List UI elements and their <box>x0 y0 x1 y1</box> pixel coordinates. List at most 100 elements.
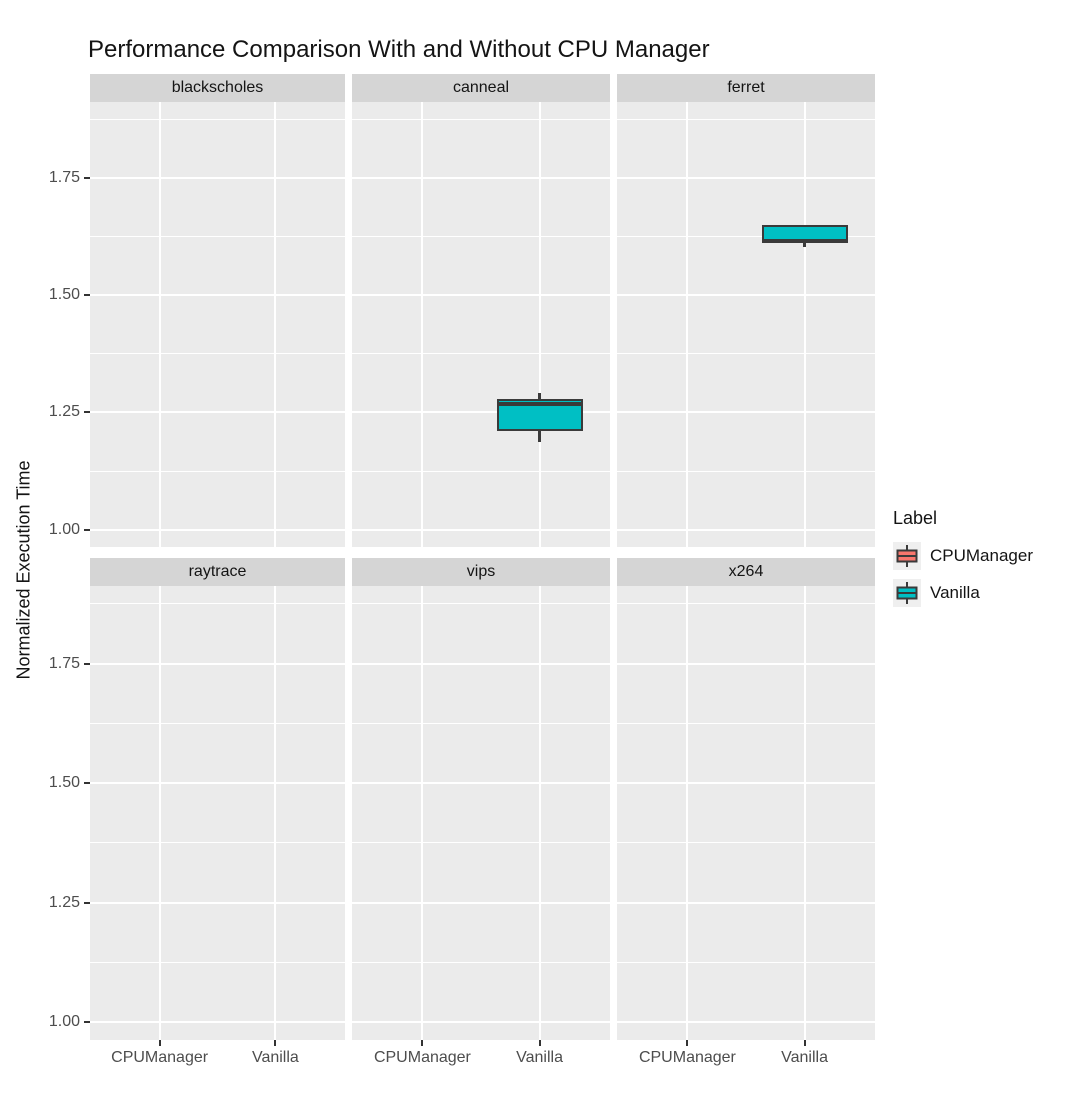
x-tick <box>803 1040 806 1046</box>
gridline-x-major <box>158 102 161 547</box>
gridline-minor <box>617 470 875 472</box>
gridline-minor <box>352 353 610 355</box>
legend-item-label: CPUManager <box>930 546 1033 565</box>
gridline-major <box>352 901 610 904</box>
facet-strip: ferret <box>617 74 875 102</box>
facet-strip: canneal <box>352 74 610 102</box>
facet-strip: raytrace <box>90 558 345 586</box>
y-tick <box>84 294 90 297</box>
gridline-minor <box>90 961 345 963</box>
facet-strip: blackscholes <box>90 74 345 102</box>
gridline-minor <box>352 236 610 238</box>
facet-strip-label: x264 <box>728 563 764 580</box>
gridline-major <box>617 294 875 297</box>
gridline-minor <box>90 236 345 238</box>
y-tick <box>84 176 90 179</box>
y-tick <box>84 782 90 785</box>
gridline-minor <box>90 353 345 355</box>
legend-item-label: Vanilla <box>930 583 980 602</box>
x-tick <box>158 1040 161 1046</box>
facet-panel <box>352 586 610 1040</box>
facet-panel <box>617 586 875 1040</box>
chart-title: Performance Comparison With and Without … <box>88 36 710 63</box>
x-tick-label: CPUManager <box>373 1049 471 1066</box>
x-tick <box>274 1040 277 1046</box>
y-tick <box>84 901 90 904</box>
facet-strip: x264 <box>617 558 875 586</box>
gridline-major <box>617 782 875 785</box>
facet-strip-label: raytrace <box>188 563 247 580</box>
gridline-major <box>90 901 345 904</box>
legend-item: Vanilla <box>893 578 1033 608</box>
gridline-major <box>90 411 345 414</box>
y-tick-label: 1.50 <box>48 774 80 792</box>
gridline-major <box>90 662 345 665</box>
gridline-minor <box>90 842 345 844</box>
facet-strip: vips <box>352 558 610 586</box>
facet-strip-label: vips <box>466 563 496 580</box>
gridline-major <box>617 411 875 414</box>
gridline-x-major <box>158 586 161 1040</box>
gridline-major <box>617 662 875 665</box>
legend-items: CPUManager Vanilla <box>893 541 1033 608</box>
facet-strip-label: canneal <box>452 79 510 96</box>
box-median-line <box>761 238 848 244</box>
gridline-minor <box>352 118 610 120</box>
x-tick <box>686 1040 689 1046</box>
gridline-major <box>617 528 875 531</box>
gridline-major <box>617 176 875 179</box>
x-tick-label: CPUManager <box>638 1049 736 1066</box>
y-tick <box>84 411 90 414</box>
gridline-major <box>90 782 345 785</box>
y-tick-label: 1.75 <box>48 654 80 672</box>
gridline-minor <box>90 118 345 120</box>
legend-key-boxplot-icon <box>893 579 921 607</box>
legend-item: CPUManager <box>893 541 1033 571</box>
legend-title: Label <box>893 508 938 528</box>
gridline-minor <box>352 603 610 605</box>
gridline-minor <box>617 236 875 238</box>
gridline-x-major <box>421 586 424 1040</box>
gridline-x-major <box>538 586 541 1040</box>
x-tick <box>421 1040 424 1046</box>
gridline-minor <box>617 353 875 355</box>
gridline-minor <box>352 470 610 472</box>
gridline-minor <box>352 842 610 844</box>
gridline-x-major <box>686 102 689 547</box>
facet-panel <box>352 102 610 547</box>
gridline-x-major <box>803 102 806 547</box>
gridline-major <box>90 1021 345 1024</box>
gridline-minor <box>617 603 875 605</box>
y-tick <box>84 528 90 531</box>
gridline-major <box>90 176 345 179</box>
x-tick-label: Vanilla <box>516 1049 563 1066</box>
y-tick-label: 1.25 <box>48 893 80 911</box>
y-tick <box>84 662 90 665</box>
gridline-minor <box>617 961 875 963</box>
x-tick-label: CPUManager <box>111 1049 209 1066</box>
box-median-line <box>496 401 583 406</box>
gridline-minor <box>617 118 875 120</box>
x-tick <box>538 1040 541 1046</box>
gridline-major <box>90 528 345 531</box>
y-tick <box>84 1021 90 1024</box>
facet-panel <box>90 102 345 547</box>
facet-panel <box>90 586 345 1040</box>
gridline-minor <box>90 470 345 472</box>
gridline-major <box>617 901 875 904</box>
facet-strip-label: ferret <box>727 79 765 96</box>
y-axis-title: Normalized Execution Time <box>13 460 34 680</box>
gridline-major <box>352 528 610 531</box>
facet-panel <box>617 102 875 547</box>
y-tick-label: 1.25 <box>48 403 80 421</box>
gridline-major <box>617 1021 875 1024</box>
gridline-x-major <box>274 586 277 1040</box>
x-tick-label: Vanilla <box>781 1049 828 1066</box>
gridline-minor <box>90 722 345 724</box>
y-tick-label: 1.50 <box>48 286 80 304</box>
y-tick-label: 1.00 <box>48 1013 80 1031</box>
gridline-major <box>352 1021 610 1024</box>
x-tick-label: Vanilla <box>251 1049 299 1066</box>
gridline-x-major <box>686 586 689 1040</box>
gridline-major <box>352 662 610 665</box>
